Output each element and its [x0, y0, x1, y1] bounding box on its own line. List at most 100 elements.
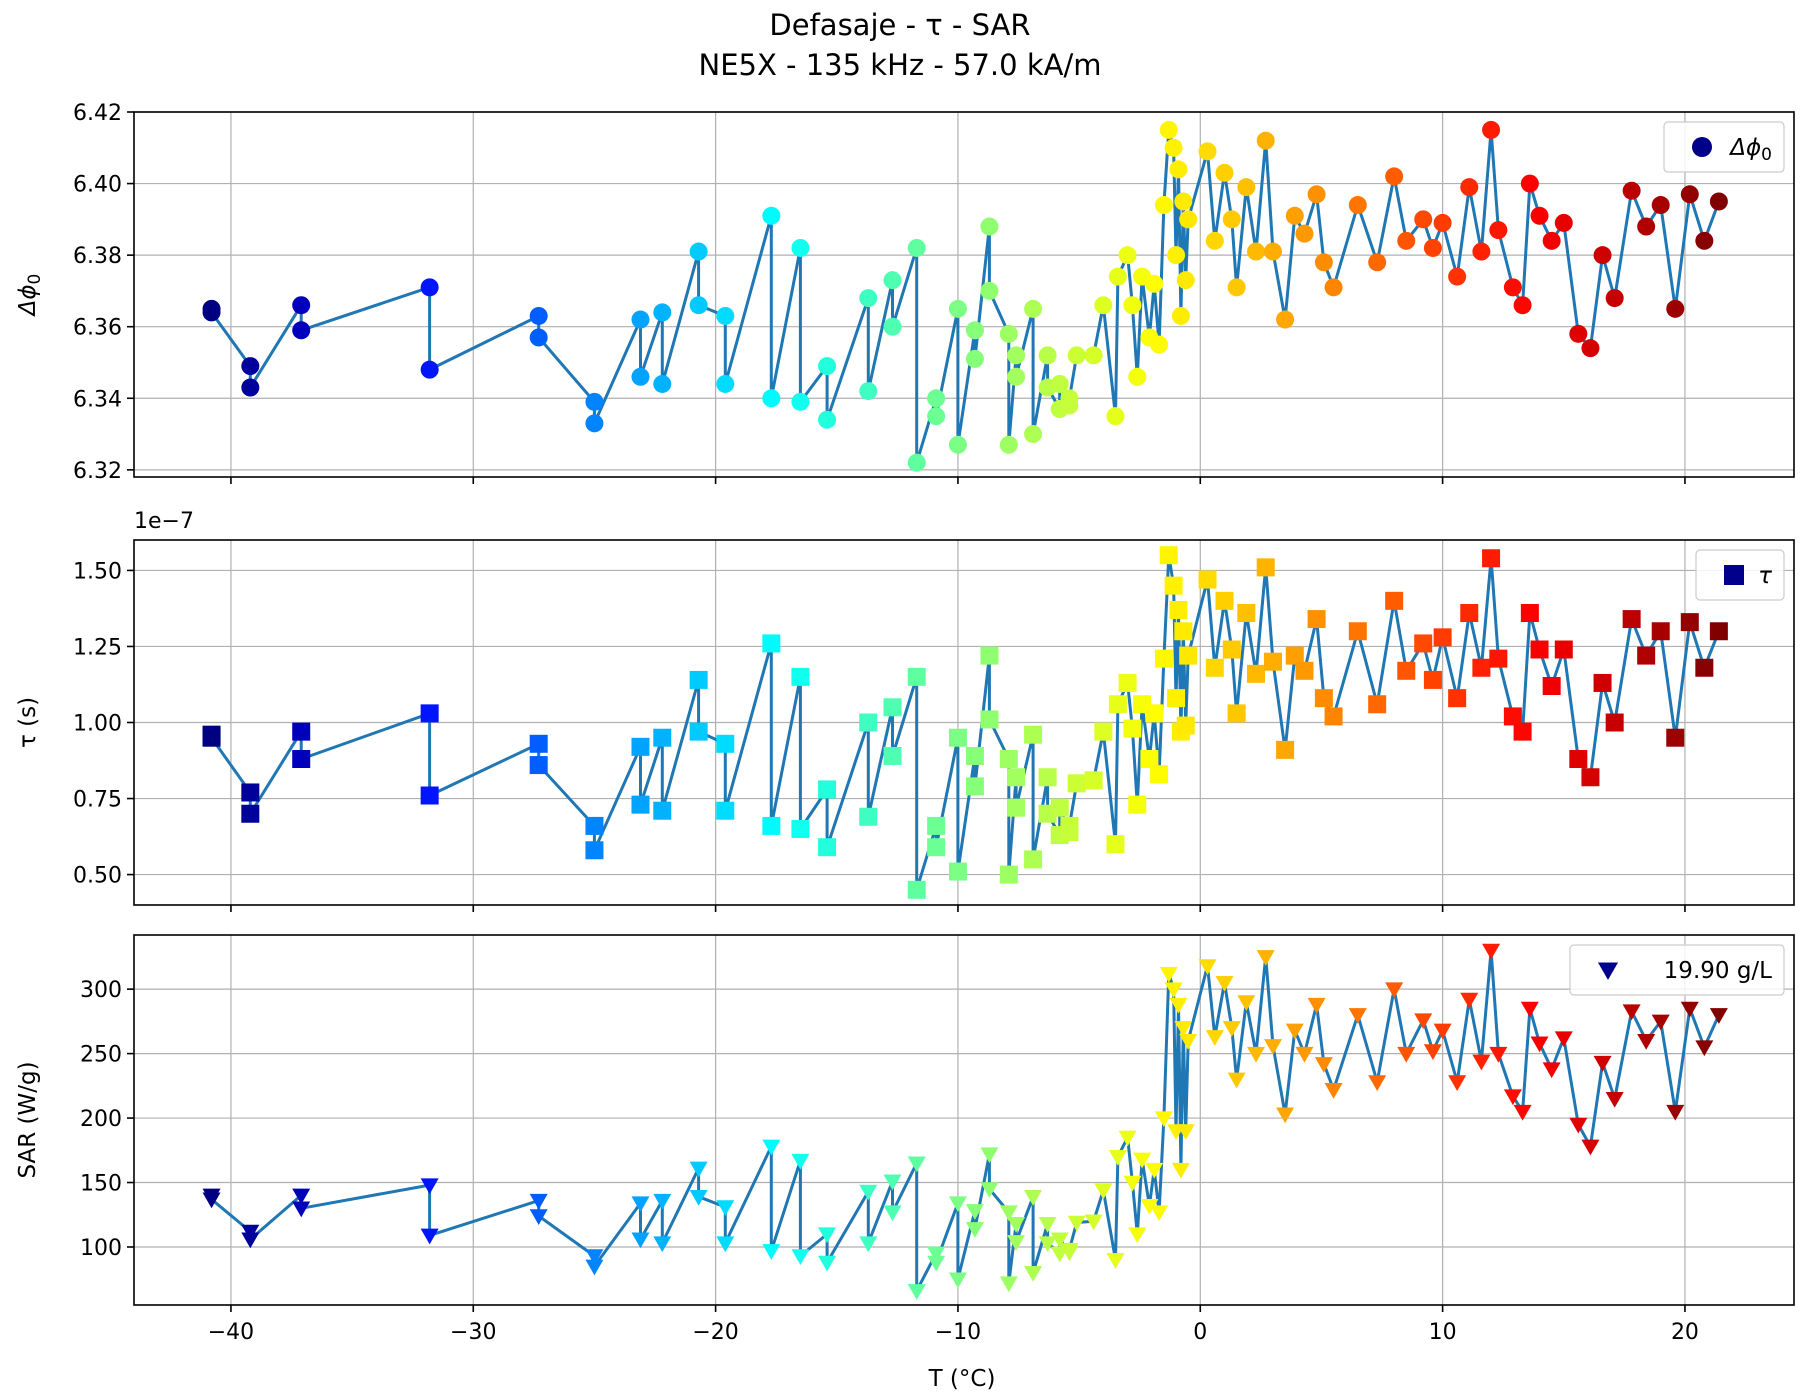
x-tick-label: −30: [450, 1320, 496, 1345]
data-point: [1581, 1139, 1600, 1156]
data-point: [653, 1236, 672, 1253]
data-point: [292, 296, 311, 315]
data-point: [1324, 278, 1343, 297]
data-point: [980, 710, 999, 729]
data-point: [1123, 719, 1142, 738]
data-point: [818, 838, 837, 857]
data-point: [420, 704, 439, 723]
data-point: [1530, 206, 1549, 225]
data-point: [1666, 1104, 1685, 1121]
data-point: [1154, 1111, 1173, 1128]
data-point: [1593, 1055, 1612, 1072]
data-point: [791, 667, 810, 686]
y-tick-label: 200: [80, 1107, 122, 1132]
data-point: [883, 271, 902, 290]
y-tick-label: 1.00: [73, 712, 122, 737]
data-point: [1154, 649, 1173, 668]
data-point: [1159, 966, 1178, 983]
data-point: [1489, 221, 1508, 240]
grid-lines: [134, 540, 1794, 905]
chart-title-line-2: NE5X - 135 kHz - 57.0 kA/m: [699, 48, 1102, 82]
data-point: [1368, 253, 1387, 272]
data-point: [907, 1284, 926, 1300]
data-point: [1554, 1031, 1573, 1048]
data-point: [689, 296, 708, 315]
data-point: [1169, 600, 1188, 619]
data-point: [1237, 604, 1256, 622]
data-point: [762, 1244, 781, 1260]
data-point: [1622, 1004, 1641, 1021]
data-point: [1256, 131, 1275, 150]
data-point: [292, 722, 311, 741]
data-point: [1581, 339, 1600, 358]
data-point: [859, 289, 878, 308]
legend: 19.90 g/L: [1569, 944, 1785, 996]
data-point: [1171, 1162, 1190, 1179]
legend-marker: [1598, 962, 1618, 980]
data-point: [1423, 1044, 1442, 1061]
grid-lines: [134, 935, 1794, 1305]
data-point: [907, 453, 926, 472]
data-point: [689, 242, 708, 261]
y-axis-label: τ (s): [15, 697, 41, 748]
grid-lines: [134, 111, 1794, 477]
data-point: [1176, 271, 1195, 290]
data-point: [1123, 1175, 1142, 1192]
y-tick-label: 6.40: [73, 173, 122, 198]
data-point: [791, 1153, 810, 1170]
data-point: [859, 807, 878, 826]
data-point: [585, 816, 604, 835]
data-point: [1007, 1217, 1026, 1233]
data-point: [1106, 835, 1125, 854]
data-point: [1094, 722, 1113, 741]
data-point: [1709, 192, 1728, 211]
data-point: [1651, 1014, 1670, 1031]
data-point: [1171, 306, 1190, 325]
data-point: [1605, 713, 1624, 732]
data-point: [1205, 231, 1224, 250]
data-point: [1324, 707, 1343, 726]
data-point: [1128, 795, 1147, 814]
data-point: [1542, 677, 1561, 695]
data-point: [1118, 1130, 1137, 1147]
data-point: [631, 1232, 650, 1249]
data-point: [1198, 142, 1217, 161]
data-point: [1695, 658, 1714, 677]
data-point: [1263, 242, 1282, 261]
y-tick-label: 300: [80, 978, 122, 1003]
data-point: [1060, 816, 1079, 835]
data-point: [762, 634, 781, 653]
y-offset-label: 1e−7: [134, 509, 194, 534]
data-point: [980, 217, 999, 236]
data-point: [818, 1255, 837, 1272]
data-point: [965, 349, 984, 368]
series-markers: [202, 546, 1728, 899]
data-point: [1222, 210, 1241, 229]
axes-frame: [133, 111, 1795, 478]
data-point: [927, 407, 946, 426]
data-point: [1050, 374, 1069, 393]
data-point: [1263, 652, 1282, 671]
data-point: [631, 737, 650, 756]
data-point: [999, 865, 1018, 884]
series-markers: [202, 120, 1728, 472]
data-point: [1256, 950, 1275, 966]
y-tick-label: 6.32: [73, 459, 122, 484]
data-point: [420, 786, 439, 805]
data-point: [716, 734, 735, 753]
data-point: [1140, 750, 1159, 768]
data-point: [883, 317, 902, 336]
data-point: [1276, 740, 1295, 759]
data-point: [292, 1188, 311, 1205]
data-point: [420, 278, 439, 297]
data-point: [1247, 664, 1266, 683]
data-point: [1695, 231, 1714, 250]
data-point: [1651, 196, 1670, 215]
data-point: [653, 801, 672, 820]
data-point: [292, 750, 311, 768]
data-point: [1666, 728, 1685, 747]
data-point: [716, 801, 735, 820]
data-point: [1423, 238, 1442, 257]
data-point: [1503, 1089, 1522, 1106]
